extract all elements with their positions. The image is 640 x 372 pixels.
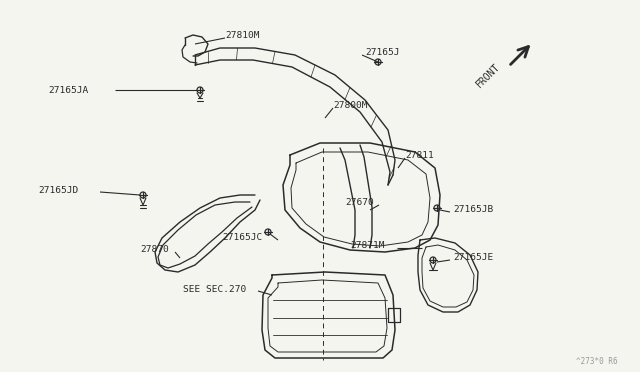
Text: 27800M: 27800M: [333, 100, 367, 109]
Text: 27165JC: 27165JC: [222, 232, 262, 241]
Text: FRONT: FRONT: [474, 61, 502, 89]
Text: SEE SEC.270: SEE SEC.270: [183, 285, 246, 294]
Text: 27165JE: 27165JE: [453, 253, 493, 262]
Text: 27165J: 27165J: [365, 48, 399, 57]
Text: 27811: 27811: [405, 151, 434, 160]
Text: 27810M: 27810M: [225, 31, 259, 39]
Text: 27870: 27870: [140, 246, 169, 254]
Text: 27871M: 27871M: [350, 241, 385, 250]
Text: 27165JA: 27165JA: [48, 86, 88, 94]
Text: 27165JD: 27165JD: [38, 186, 78, 195]
Text: ^273*0 R6: ^273*0 R6: [577, 357, 618, 366]
Text: 27165JB: 27165JB: [453, 205, 493, 214]
Text: 27670: 27670: [345, 198, 374, 206]
